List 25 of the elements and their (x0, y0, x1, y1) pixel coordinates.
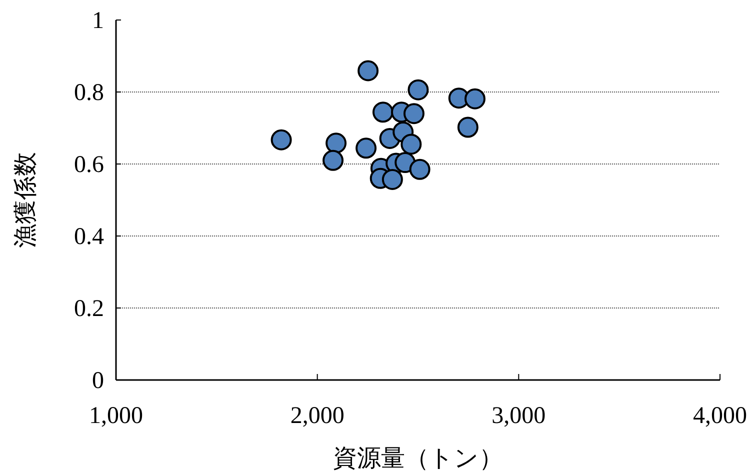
point (270, 129, 292, 150)
y-tick-label: 0 (92, 368, 104, 394)
y-axis-title: 漁獲係数 (13, 152, 39, 248)
y-tick-label: 0.2 (74, 296, 104, 322)
point (322, 150, 344, 171)
x-tick-label: 2,000 (290, 403, 344, 429)
x-tick-label: 3,000 (492, 403, 546, 429)
point (372, 102, 394, 123)
point (464, 88, 486, 110)
point (408, 79, 429, 100)
y-tick-label: 0.6 (74, 152, 104, 178)
x-axis-title: 資源量（トン） (333, 446, 503, 472)
y-tick-label: 0.8 (74, 80, 104, 106)
y-tick-label: 1 (92, 8, 104, 34)
point (400, 134, 422, 155)
point (403, 103, 424, 124)
point (457, 116, 478, 138)
y-tick-label: 0.4 (74, 224, 104, 250)
x-tick-label: 4,000 (693, 403, 747, 429)
point (358, 60, 379, 82)
point (409, 158, 430, 180)
point (382, 168, 403, 190)
point (326, 132, 347, 154)
point (356, 138, 377, 159)
x-tick-label: 1,000 (89, 403, 143, 429)
